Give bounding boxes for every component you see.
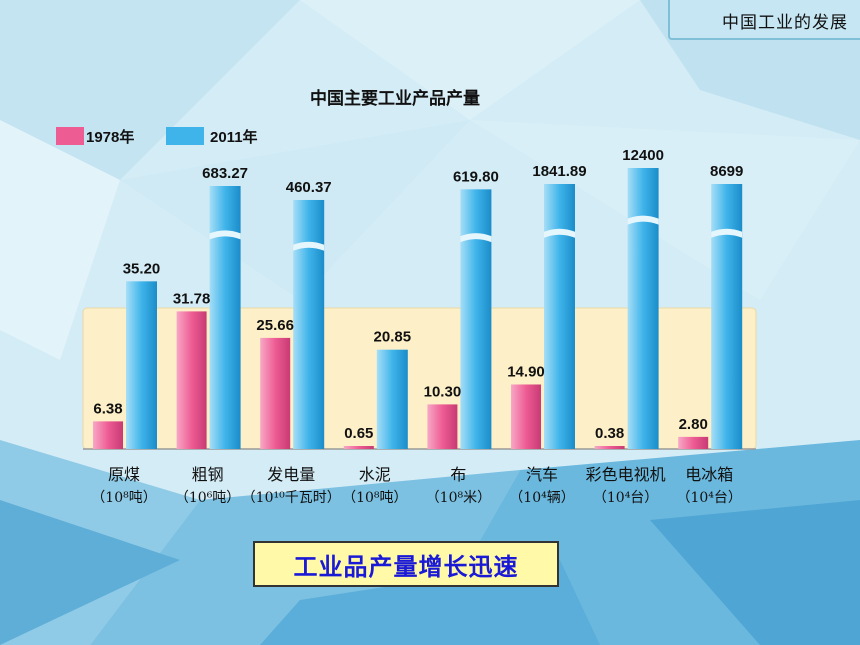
bar-1978-0 [93, 421, 123, 449]
value-label-2011-6: 12400 [622, 147, 664, 164]
category-unit-0: （10⁸吨） [91, 490, 156, 506]
category-label-5: 汽车 [526, 465, 558, 484]
bar-1978-3 [343, 446, 374, 449]
axis-break-4 [460, 233, 492, 243]
axis-break-2 [293, 241, 325, 251]
bar-1978-5 [511, 384, 541, 449]
bar-1978-2 [260, 337, 291, 449]
legend-swatch-1978 [56, 127, 84, 145]
bar-2011-0 [126, 281, 157, 449]
chart-title: 中国主要工业产品产量 [310, 89, 480, 109]
bar-2011-2 [293, 199, 325, 449]
axis-break-1 [209, 230, 241, 240]
category-label-6: 彩色电视机 [586, 465, 666, 484]
value-label-1978-6: 0.38 [595, 425, 624, 442]
category-unit-3: （10⁸吨） [342, 490, 407, 506]
value-label-2011-2: 460.37 [286, 179, 332, 196]
value-label-2011-1: 683.27 [202, 165, 248, 182]
value-label-1978-2: 25.66 [256, 317, 294, 334]
value-label-2011-3: 20.85 [374, 329, 412, 346]
category-unit-2: （10¹⁰千瓦时） [242, 490, 341, 506]
legend-label-2011: 2011年 [210, 128, 258, 146]
legend-label-1978: 1978年 [86, 128, 134, 146]
category-unit-4: （10⁸米） [426, 490, 491, 506]
bar-2011-5 [544, 184, 575, 449]
axis-break-6 [627, 215, 659, 225]
legend-swatch-2011 [166, 127, 204, 145]
value-label-1978-5: 14.90 [507, 363, 545, 380]
bar-1978-1 [176, 311, 207, 449]
bar-1978-6 [594, 446, 625, 449]
category-label-3: 水泥 [359, 465, 391, 484]
value-label-2011-4: 619.80 [453, 168, 499, 185]
category-label-7: 电冰箱 [685, 465, 733, 484]
callout-box: 工业品产量增长迅速 [253, 541, 559, 587]
value-label-1978-1: 31.78 [173, 290, 211, 307]
axis-break-7 [711, 228, 743, 238]
header-tab: 中国工业的发展 [668, 0, 860, 40]
legend: 1978年 2011年 [56, 127, 258, 146]
value-label-1978-0: 6.38 [93, 400, 122, 417]
bar-2011-4 [460, 189, 492, 449]
bar-1978-7 [678, 436, 709, 449]
category-label-4: 布 [450, 465, 466, 484]
bar-2011-3 [376, 349, 408, 449]
callout-text: 工业品产量增长迅速 [293, 552, 519, 581]
category-unit-5: （10⁴辆） [509, 490, 574, 506]
value-label-1978-7: 2.80 [679, 416, 708, 433]
category-unit-7: （10⁴台） [676, 490, 741, 506]
category-unit-6: （10⁴台） [593, 490, 658, 506]
category-label-1: 粗钢 [192, 465, 224, 484]
category-unit-1: （10⁶吨） [175, 490, 240, 506]
value-label-2011-0: 35.20 [123, 260, 161, 277]
header-title: 中国工业的发展 [722, 13, 848, 33]
bar-2011-7 [711, 184, 743, 449]
axis-break-5 [544, 228, 575, 238]
category-label-0: 原煤 [108, 465, 140, 484]
bar-2011-1 [209, 186, 241, 449]
value-label-1978-4: 10.30 [424, 383, 462, 400]
bar-2011-6 [627, 168, 659, 449]
bar-1978-4 [427, 404, 458, 449]
value-label-2011-7: 8699 [710, 163, 743, 180]
value-label-1978-3: 0.65 [344, 425, 373, 442]
value-label-2011-5: 1841.89 [532, 163, 586, 180]
category-label-2: 发电量 [267, 465, 315, 484]
